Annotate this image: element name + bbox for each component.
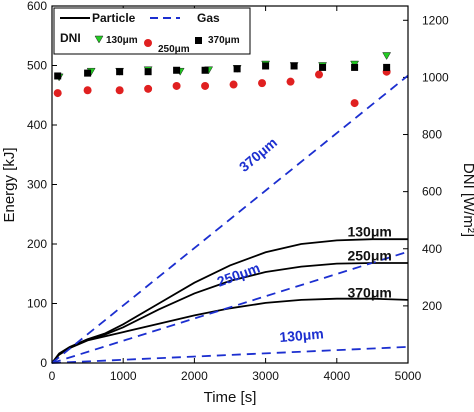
legend-box bbox=[53, 7, 251, 55]
y-tick-label: 500 bbox=[27, 59, 47, 73]
annotation-black-1: 250μm bbox=[347, 248, 391, 264]
point-dni-370-m bbox=[290, 62, 298, 70]
point-dni-370-m bbox=[233, 65, 241, 73]
legend-130-marker bbox=[94, 35, 104, 44]
x-axis-title: Time [s] bbox=[204, 389, 257, 406]
legend-370-marker bbox=[195, 37, 202, 44]
legend: Particle Gas DNI 130μm 250μm 370μm bbox=[53, 7, 251, 55]
x-tick-label: 0 bbox=[49, 369, 56, 383]
y-tick-label: 400 bbox=[27, 118, 47, 132]
series-line-particle-370-m bbox=[51, 297, 409, 364]
point-dni-250-m bbox=[350, 99, 359, 108]
annotation-blue-4: 250μm bbox=[215, 259, 262, 289]
plot-frame bbox=[51, 5, 409, 364]
point-dni-250-m bbox=[286, 77, 295, 86]
x-tick-label: 2000 bbox=[181, 369, 208, 383]
point-dni-370-m bbox=[54, 72, 62, 80]
y2-tick-label: 600 bbox=[422, 185, 442, 199]
series-line-gas-370-m bbox=[51, 74, 409, 364]
point-dni-370-m bbox=[319, 63, 327, 71]
tick-marks bbox=[51, 5, 409, 364]
point-dni-370-m bbox=[144, 68, 152, 76]
y-tick-label: 600 bbox=[27, 0, 47, 13]
marker-layer bbox=[53, 52, 392, 108]
point-dni-250-m bbox=[229, 80, 238, 89]
point-dni-250-m bbox=[115, 86, 124, 95]
series-line-gas-130-m bbox=[51, 346, 409, 364]
y2-tick-label: 400 bbox=[422, 242, 442, 256]
point-dni-250-m bbox=[315, 70, 323, 79]
series-line-gas-250-m bbox=[51, 250, 409, 364]
y-axis-title: Energy [kJ] bbox=[1, 147, 18, 222]
y-tick-label: 100 bbox=[27, 297, 47, 311]
y2-tick-label: 800 bbox=[422, 128, 442, 142]
legend-gas-label: Gas bbox=[197, 11, 220, 25]
point-dni-370-m bbox=[201, 66, 209, 74]
y-tick-label: 300 bbox=[27, 178, 47, 192]
annotation-blue-3: 370μm bbox=[236, 134, 280, 175]
legend-dni-label: DNI bbox=[60, 31, 81, 45]
y2-tick-label: 1000 bbox=[422, 70, 449, 84]
x-tick-label: 5000 bbox=[395, 369, 422, 383]
point-dni-250-m bbox=[83, 86, 92, 95]
point-dni-370-m bbox=[262, 62, 270, 70]
point-dni-250-m bbox=[172, 81, 181, 90]
point-dni-370-m bbox=[116, 68, 124, 76]
point-dni-370-m bbox=[351, 63, 359, 71]
x-tick-label: 1000 bbox=[110, 369, 137, 383]
point-dni-250-m bbox=[201, 81, 210, 90]
point-dni-250-m bbox=[53, 89, 62, 98]
legend-130-label: 130μm bbox=[106, 35, 138, 46]
legend-particle-label: Particle bbox=[92, 11, 136, 25]
x-tick-label: 3000 bbox=[252, 369, 279, 383]
annotation-black-0: 370μm bbox=[347, 285, 391, 301]
y2-axis-title: DNI [W/m²] bbox=[460, 163, 474, 237]
point-dni-130-m bbox=[382, 52, 392, 60]
tick-label-layer: 0 1000 2000 3000 4000 5000 0 100 200 300 400 500 600… bbox=[27, 0, 449, 383]
x-tick-label: 4000 bbox=[323, 369, 350, 383]
legend-250-label: 250μm bbox=[158, 44, 190, 55]
annotation-blue-5: 130μm bbox=[279, 325, 325, 345]
point-dni-370-m bbox=[84, 69, 92, 77]
series-layer bbox=[51, 74, 409, 364]
legend-370-label: 370μm bbox=[208, 35, 240, 46]
point-dni-370-m bbox=[173, 66, 181, 74]
y-tick-label: 200 bbox=[27, 237, 47, 251]
point-dni-370-m bbox=[383, 63, 391, 71]
y-tick-label: 0 bbox=[40, 356, 47, 370]
point-dni-250-m bbox=[258, 79, 267, 88]
legend-250-marker bbox=[144, 39, 152, 47]
point-dni-250-m bbox=[144, 84, 153, 93]
annotation-black-2: 130μm bbox=[347, 223, 391, 239]
y2-tick-label: 200 bbox=[422, 299, 442, 313]
y2-tick-label: 1200 bbox=[422, 13, 449, 27]
